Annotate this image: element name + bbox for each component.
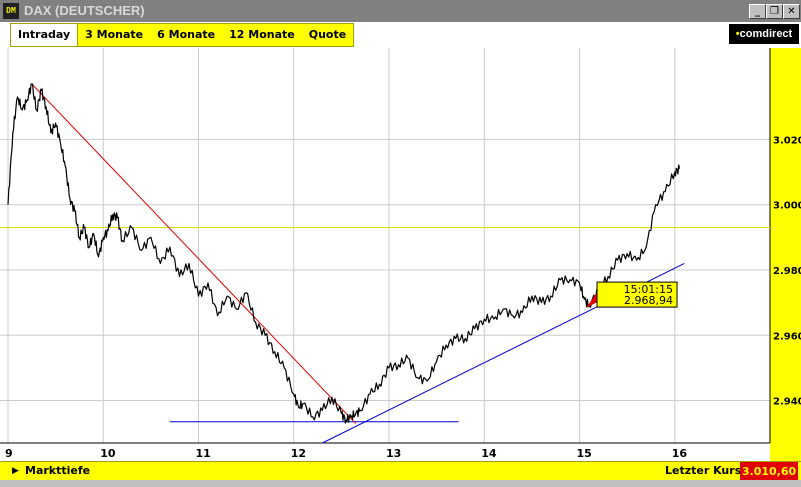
x-tick-label-10: 10 bbox=[100, 447, 116, 460]
y-tick-label-3.020: 3.020 bbox=[773, 135, 801, 146]
chart-background bbox=[0, 48, 801, 461]
bottom-bar: ▶ Markttiefe Letzter Kurs 3.010,60 bbox=[0, 461, 801, 481]
y-tick-label-2.960: 2.960 bbox=[773, 331, 801, 342]
app-icon: DM bbox=[3, 3, 19, 19]
minimize-button[interactable]: _ bbox=[749, 4, 766, 19]
y-tick-label-3.000: 3.000 bbox=[773, 201, 801, 212]
letzter-kurs-value: 3.010,60 bbox=[740, 462, 798, 481]
logo-text: comdirect bbox=[739, 28, 793, 40]
x-tick-label-16: 16 bbox=[672, 447, 688, 460]
tooltip-time: 15:01:15 bbox=[624, 283, 673, 296]
toolbar: Intraday 3 Monate 6 Monate 12 Monate Quo… bbox=[0, 22, 801, 48]
tab-quote[interactable]: Quote bbox=[308, 28, 347, 41]
period-tabs: Intraday 3 Monate 6 Monate 12 Monate Quo… bbox=[10, 23, 355, 47]
tab-6-monate[interactable]: 6 Monate bbox=[157, 28, 216, 41]
x-tick-labels: 9 10 11 12 13 14 15 16 bbox=[5, 447, 687, 460]
intraday-chart[interactable]: 2.940 2.960 2.980 3.000 3.020 9 10 11 12 13 14 15 1… bbox=[0, 48, 801, 461]
y-tick-label-2.980: 2.980 bbox=[773, 266, 801, 277]
x-tick-label-14: 14 bbox=[481, 447, 497, 460]
logo-dot: • bbox=[735, 28, 740, 40]
tab-3-monate[interactable]: 3 Monate bbox=[85, 28, 144, 41]
y-tick-labels: 2.940 2.960 2.980 3.000 3.020 bbox=[773, 135, 801, 407]
status-strip bbox=[0, 480, 801, 487]
close-button[interactable]: ✕ bbox=[783, 4, 800, 19]
y-axis-panel bbox=[770, 48, 801, 461]
tooltip-value: 2.968,94 bbox=[624, 294, 673, 307]
comdirect-logo: •comdirect bbox=[729, 24, 799, 44]
tab-12-monate[interactable]: 12 Monate bbox=[229, 28, 295, 41]
crosshair-tooltip: 15:01:152.968,94 bbox=[586, 281, 678, 309]
restore-button[interactable]: ❐ bbox=[766, 4, 783, 19]
downtrend-line[interactable] bbox=[31, 83, 357, 424]
chart-grid bbox=[0, 48, 770, 443]
price-series-line bbox=[7, 83, 681, 424]
x-tick-label-9: 9 bbox=[5, 447, 13, 460]
tab-intraday[interactable]: Intraday bbox=[11, 24, 79, 46]
markttiefe-arrow-icon[interactable]: ▶ bbox=[12, 465, 19, 475]
markttiefe-link[interactable]: Markttiefe bbox=[25, 464, 91, 477]
title-bar: DM DAX (DEUTSCHER) _ ❐ ✕ bbox=[0, 0, 801, 22]
letzter-kurs-label: Letzter Kurs bbox=[665, 464, 742, 477]
tooltip-box bbox=[596, 281, 678, 308]
window-title: DAX (DEUTSCHER) bbox=[24, 3, 145, 18]
x-tick-label-12: 12 bbox=[291, 447, 306, 460]
x-tick-label-11: 11 bbox=[196, 447, 211, 460]
y-tick-label-2.940: 2.940 bbox=[773, 397, 801, 408]
x-tick-label-15: 15 bbox=[577, 447, 592, 460]
tooltip-pointer bbox=[586, 292, 598, 309]
x-tick-label-13: 13 bbox=[386, 447, 401, 460]
x-axis-panel bbox=[0, 443, 770, 461]
